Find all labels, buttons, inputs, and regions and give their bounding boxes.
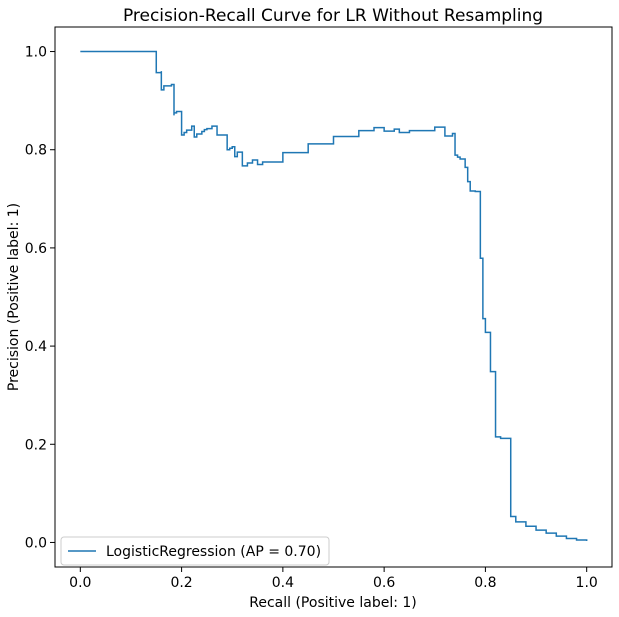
x-tick-label: 0.6	[373, 575, 395, 591]
y-tick-label: 0.8	[25, 143, 47, 159]
y-axis-label: Precision (Positive label: 1)	[6, 203, 22, 391]
x-tick-label: 0.2	[170, 575, 192, 591]
legend: LogisticRegression (AP = 0.70)	[60, 536, 330, 566]
y-tick-label: 0.4	[25, 339, 47, 355]
legend-label: LogisticRegression (AP = 0.70)	[106, 544, 321, 560]
y-tick-label: 0.6	[25, 241, 47, 257]
x-axis-ticks: 0.0 0.2 0.4 0.6 0.8 1.0	[69, 567, 598, 591]
legend-box	[60, 536, 330, 566]
x-tick-label: 1.0	[576, 575, 598, 591]
pr-curve-line	[80, 50, 588, 541]
y-tick-label: 0.0	[25, 535, 47, 551]
x-axis-label: Recall (Positive label: 1)	[249, 595, 417, 611]
y-tick-label: 1.0	[25, 45, 47, 61]
chart-title: Precision-Recall Curve for LR Without Re…	[123, 6, 543, 26]
x-tick-label: 0.0	[69, 575, 91, 591]
x-tick-label: 0.8	[474, 575, 496, 591]
x-tick-label: 0.4	[272, 575, 294, 591]
y-axis-ticks: 0.0 0.2 0.4 0.6 0.8 1.0	[25, 45, 55, 551]
y-tick-label: 0.2	[25, 437, 47, 453]
plot-area-frame	[54, 26, 613, 568]
